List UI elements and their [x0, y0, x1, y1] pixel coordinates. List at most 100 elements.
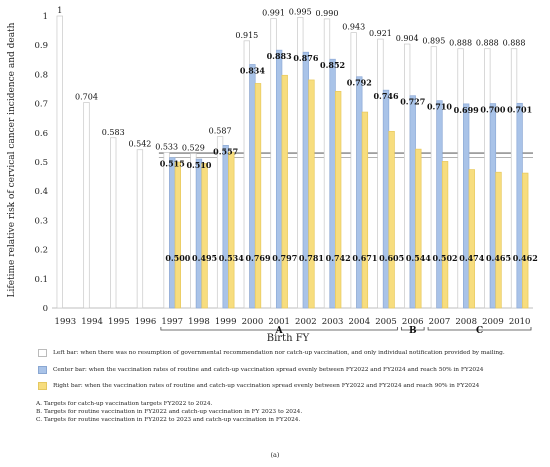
legend-item-center: Center bar: when the vaccination rates o… — [38, 366, 483, 374]
data-label-left: 0.995 — [289, 7, 312, 16]
data-label-left: 0.583 — [102, 128, 125, 137]
legend-swatch-left — [38, 349, 47, 357]
bar-left-2010 — [510, 48, 518, 309]
data-label-center: 0.510 — [186, 160, 211, 170]
x-tick-label: 2006 — [402, 317, 424, 327]
data-label-right: 0.500 — [165, 253, 190, 263]
note-b: B. Targets for routine vaccination in FY… — [36, 409, 303, 415]
data-label-center: 0.792 — [347, 78, 372, 88]
x-tick-label: 1996 — [135, 317, 157, 327]
data-label-right: 0.605 — [379, 253, 404, 263]
data-label-right: 0.534 — [219, 253, 244, 263]
bar-left-2008 — [457, 48, 464, 309]
bar-left-1994 — [83, 102, 90, 309]
legend-item-right: Right bar: when the vaccination rates of… — [38, 382, 479, 390]
data-label-left: 0.904 — [396, 34, 419, 43]
bar-right-2001 — [281, 74, 288, 309]
bar-right-2002 — [308, 79, 315, 309]
bar-right-2010 — [522, 172, 529, 309]
y-tick-label: 0.6 — [34, 129, 48, 139]
x-tick-label: 2003 — [322, 317, 344, 327]
x-tick-label: 2005 — [375, 317, 397, 327]
x-tick-label: 2009 — [482, 317, 504, 327]
data-label-left: 0.991 — [262, 9, 285, 18]
bar-left-2007 — [430, 46, 438, 309]
data-label-left: 0.533 — [155, 142, 178, 151]
bar-right-2000 — [254, 83, 262, 309]
x-tick-label: 1993 — [55, 317, 77, 327]
bar-chart: Lifetime relative risk of cervical cance… — [7, 6, 538, 344]
x-tick-label: 2004 — [348, 317, 370, 327]
y-tick-label: 1 — [43, 12, 48, 22]
bar-left-1996 — [136, 149, 144, 309]
note-a: A. Targets for catch-up vaccination targ… — [36, 401, 213, 407]
bar-left-2000 — [243, 40, 250, 309]
data-label-right: 0.781 — [299, 253, 324, 263]
bar-right-1997 — [174, 161, 182, 309]
y-tick-label: 0.9 — [34, 41, 48, 51]
data-label-left: 0.990 — [316, 9, 339, 18]
bar-center-2007 — [436, 100, 443, 309]
data-label-left: 0.943 — [342, 23, 365, 32]
bar-right-2008 — [468, 169, 475, 309]
bar-right-1998 — [201, 163, 208, 309]
bar-center-2004 — [356, 76, 363, 309]
x-tick-label: 2000 — [242, 317, 264, 327]
x-tick-label: 2002 — [295, 317, 317, 327]
bar-left-1995 — [110, 137, 117, 309]
bar-right-2005 — [388, 130, 395, 309]
x-tick-label: 1995 — [108, 317, 130, 327]
x-tick-label: 2001 — [268, 317, 290, 327]
bar-center-2005 — [382, 89, 390, 309]
data-label-left: 0.587 — [209, 127, 232, 136]
bar-center-2001 — [275, 49, 283, 309]
y-tick-label: 0 — [43, 304, 48, 314]
bar-center-1998 — [195, 158, 203, 309]
data-label-left: 0.888 — [476, 39, 499, 48]
bar-center-2003 — [329, 58, 336, 309]
axis-layer: 0 0.1 0.2 0.3 0.4 0.5 0.6 0.7 0.8 0.9 1 1993 1994 199… — [34, 12, 533, 327]
data-label-right: 0.502 — [433, 253, 458, 263]
bar-right-2003 — [335, 90, 342, 309]
bar-right-1999 — [228, 151, 235, 309]
data-label-center: 0.557 — [213, 146, 238, 156]
bar-center-2002 — [302, 51, 310, 309]
group-label-A: A — [275, 326, 284, 336]
x-axis-label: Birth FY — [267, 333, 310, 344]
y-tick-label: 0.1 — [34, 275, 48, 285]
data-label-left: 0.704 — [75, 92, 98, 101]
bar-left-2004 — [350, 32, 357, 309]
group-bracket-B — [400, 327, 425, 331]
data-label-center: 0.876 — [293, 53, 318, 63]
data-label-right: 0.465 — [486, 253, 511, 263]
data-label-right: 0.544 — [406, 253, 431, 263]
legend-swatch-center — [38, 366, 47, 374]
data-label-right: 0.797 — [272, 253, 297, 263]
data-label-left: 0.888 — [503, 39, 526, 48]
data-label-right: 0.495 — [192, 253, 217, 263]
data-label-left: 0.542 — [128, 140, 151, 149]
y-tick-label: 0.3 — [34, 216, 48, 226]
bar-center-1997 — [169, 157, 176, 309]
bar-left-2006 — [404, 43, 411, 309]
data-label-center: 0.515 — [160, 159, 185, 169]
y-axis-label: Lifetime relative risk of cervical cance… — [7, 22, 17, 297]
bar-right-2007 — [441, 161, 449, 309]
data-label-left: 0.921 — [369, 29, 392, 38]
bars — [56, 15, 529, 309]
caption: (a) — [270, 451, 280, 459]
data-label-left: 0.895 — [422, 37, 445, 46]
data-label-center: 0.883 — [267, 51, 292, 61]
legend-text-right: Right bar: when the vaccination rates of… — [53, 383, 480, 389]
group-label-B: B — [409, 326, 417, 336]
group-bracket-A — [160, 327, 398, 331]
y-tick-label: 0.7 — [34, 100, 48, 110]
data-label-center: 0.834 — [240, 65, 265, 75]
legend-text-center: Center bar: when the vaccination rates o… — [53, 367, 484, 373]
legend-item-left: Left bar: when there was no resumption o… — [38, 349, 505, 357]
bar-center-2008 — [463, 103, 470, 309]
data-label-center: 0.746 — [373, 91, 398, 101]
data-label-left: 0.888 — [449, 39, 472, 48]
